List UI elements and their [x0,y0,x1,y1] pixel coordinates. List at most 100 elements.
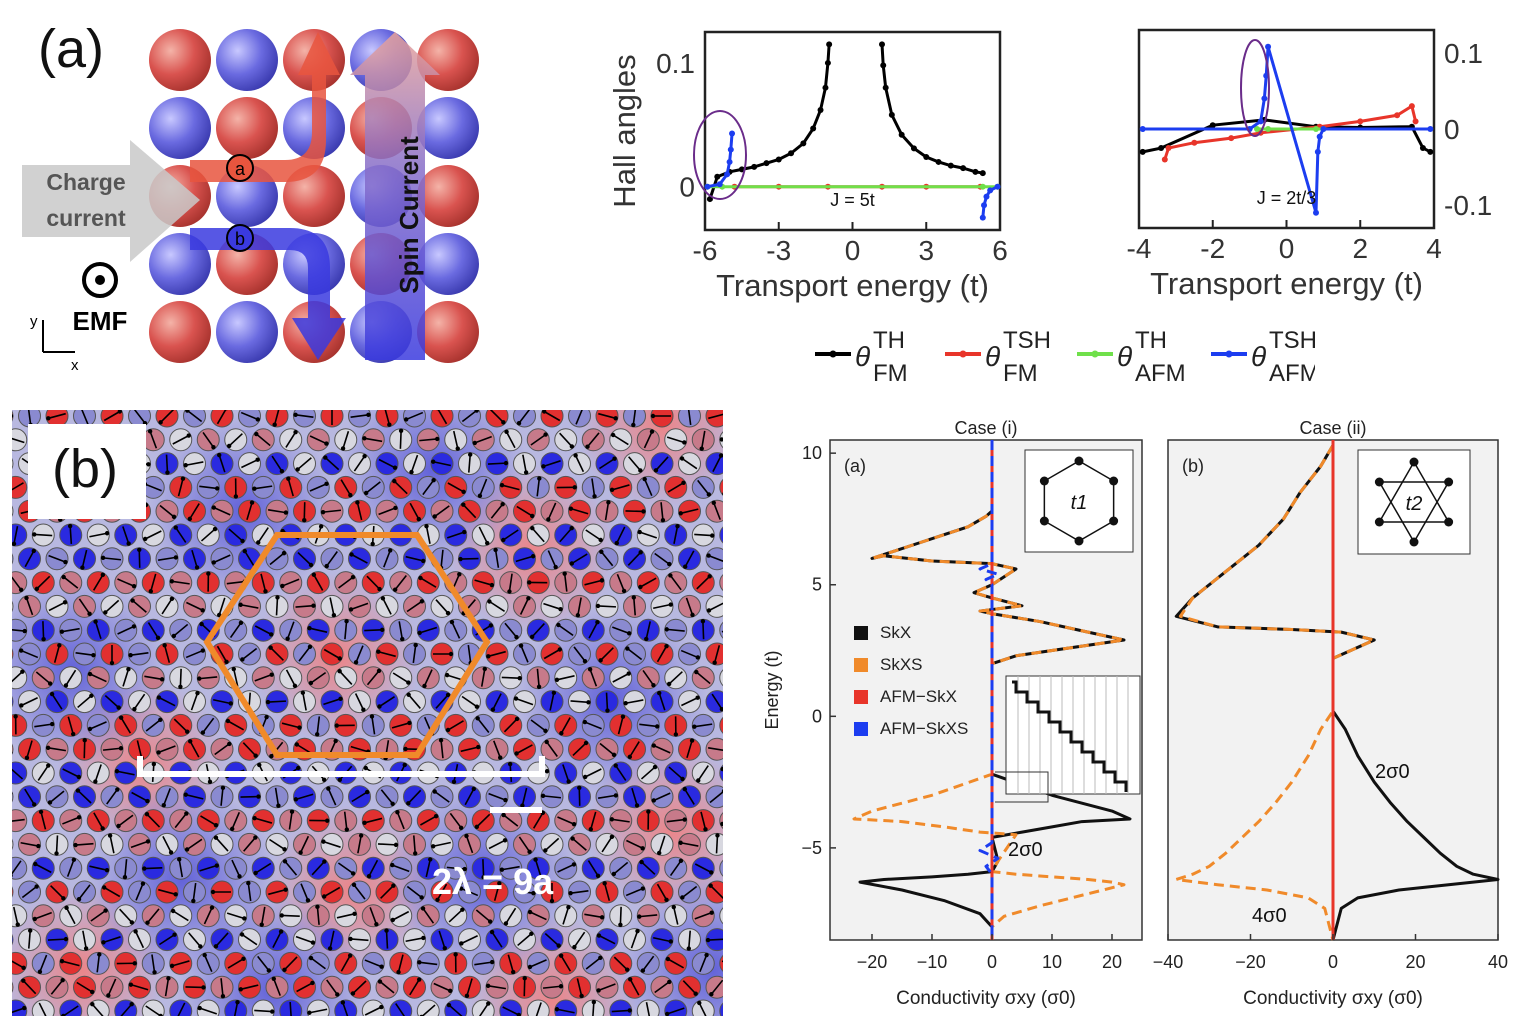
spin-site [334,999,358,1016]
data-point [979,214,986,221]
spin-arrow [241,459,258,469]
spin-arrowhead [184,729,190,734]
spin-arrow [353,884,366,900]
spin-arrowhead [310,940,316,945]
spin-arrowhead [130,598,135,603]
spin-arrowhead [613,793,619,798]
spin-arrowhead [60,978,65,983]
spin-arrow [135,883,144,901]
spin-arrow [543,410,561,422]
spin-arrowhead [19,703,24,708]
spin-arrowhead [364,789,370,795]
spin-arrowhead [100,555,106,561]
spin-arrowhead [448,988,453,994]
spin-arrowhead [159,677,165,682]
spin-arrowhead [430,844,436,849]
y-tick-label: -0.1 [1444,190,1492,221]
spin-arrowhead [577,785,582,791]
spin-arrowhead [501,812,506,818]
spin-arrowhead [390,862,395,868]
spin-arrowhead [689,738,695,743]
spin-arrow [628,456,641,471]
spin-arrow [136,740,143,759]
spin-site [348,410,371,428]
data-point [1257,118,1264,125]
data-point [775,156,782,163]
spin-arrowhead [344,827,350,832]
chart-annotation: J = 5t [830,190,875,210]
highlight-ellipse [693,110,747,200]
x-tick-label: 20 [1405,952,1425,972]
spin-arrow [159,934,175,946]
spin-site [650,410,674,428]
spin-arrowhead [558,606,563,612]
spin-arrow [295,935,314,944]
highlight-ellipse [1240,39,1270,137]
spin-arrowhead [67,523,73,529]
legend-superscript: TSH [1003,327,1051,354]
spin-arrowhead [527,580,532,585]
emf-label: EMF [73,306,128,336]
spin-arrowhead [308,955,314,961]
spin-arrowhead [595,873,601,879]
spin-arrowhead [322,894,327,899]
spin-arrow [653,792,671,802]
spin-arrowhead [413,642,418,648]
spin-arrowhead [476,744,481,750]
spin-arrow [501,865,520,871]
spin-arrowhead [20,669,25,674]
spin-arrow [645,621,652,640]
spin-arrow [350,602,369,611]
spin-arrowhead [265,699,271,705]
spin-arrowhead [668,602,674,607]
spin-arrowhead [286,476,291,481]
spin-arrowhead [377,979,383,984]
spin-arrow [482,859,485,878]
spin-arrowhead [708,883,713,888]
spin-arrowhead [523,470,529,475]
spin-arrow [440,549,444,568]
spin-arrowhead [12,541,17,547]
spin-site [12,838,14,851]
spin-arrow [298,646,311,662]
spin-arrow [530,719,546,732]
data-point [979,170,986,177]
spin-arrow [542,795,562,799]
x-tick-label: -3 [766,235,791,266]
spin-arrowhead [433,814,439,819]
spin-arrow [666,628,685,632]
spin-arrowhead [254,431,259,437]
spin-arrow [708,602,723,612]
spin-arrow [48,554,66,563]
spin-arrowhead [104,867,110,873]
spin-arrowhead [146,462,151,467]
inset-site [1444,517,1454,527]
spin-arrowhead [38,809,44,815]
spin-arrow [399,430,402,449]
spin-arrow [543,602,561,610]
spin-arrowhead [64,905,69,911]
spin-arrow [34,533,53,537]
spin-arrow [600,647,614,661]
spin-arrowhead [642,476,647,482]
spin-arrow [587,860,599,877]
spin-arrow [364,437,383,443]
spin-arrowhead [263,589,268,594]
spin-site [568,410,591,428]
spin-arrowhead [100,826,105,831]
spin-arrow [419,626,438,634]
spin-arrow [295,793,314,801]
spin-arrowhead [63,936,69,942]
spin-arrowhead [542,410,547,414]
spin-arrowhead [637,914,642,919]
spin-arrowhead [503,460,509,466]
spin-arrow [175,527,187,543]
spin-arrowhead [363,765,368,771]
spin-arrowhead [75,788,81,793]
spin-arrowhead [15,922,20,927]
spin-arrow [218,454,226,473]
spin-arrow [92,574,104,591]
spin-arrow [407,789,422,804]
data-point [960,165,967,172]
spin-arrowhead [237,874,242,879]
